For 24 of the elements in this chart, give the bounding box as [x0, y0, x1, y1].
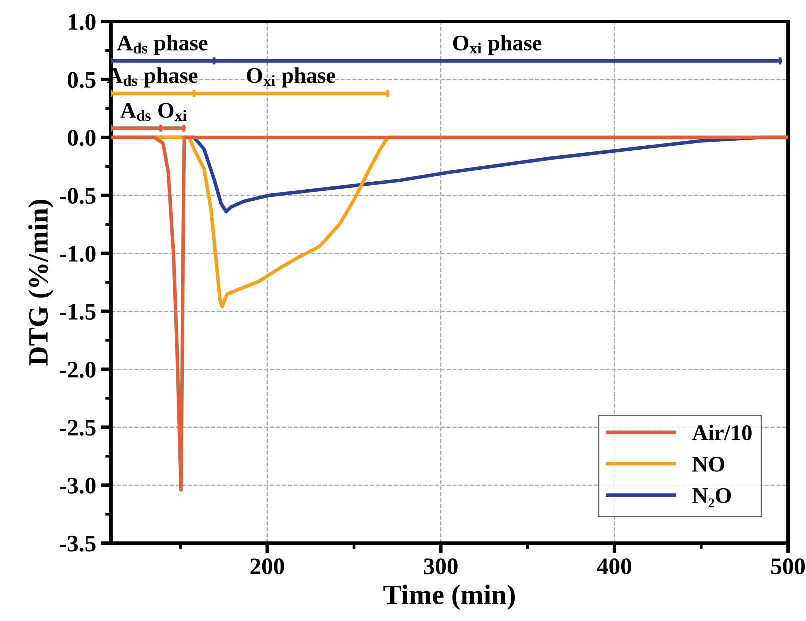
legend-label: N₂O [692, 488, 732, 508]
annotation: A$_{ds}$ [120, 103, 151, 122]
annotation: O$_{xi}$ [158, 103, 187, 121]
x-tick-label: 200 [250, 558, 284, 575]
y-tick-label: -0.5 [60, 188, 96, 204]
y-tick-label: 0.0 [68, 130, 96, 146]
legend-label: NO [692, 456, 724, 472]
annotation: A$_{ds}$ phase [117, 35, 208, 56]
x-axis-title: Time (min) [384, 584, 516, 610]
y-tick-label: -1.0 [60, 246, 96, 262]
y-tick-label: -1.5 [60, 304, 96, 320]
y-tick-label: -2.0 [60, 362, 96, 378]
x-tick-label: 500 [772, 558, 806, 575]
y-tick-label: -3.0 [60, 478, 96, 494]
annotation: O$_{xi}$ phase [453, 35, 542, 56]
annotation: O$_{xi}$ phase [247, 68, 336, 88]
y-tick-label: 1.0 [69, 14, 96, 30]
x-tick-label: 400 [597, 558, 632, 575]
y-axis-title: DTG (%/min) [28, 200, 54, 366]
legend-label: Air/10 [692, 424, 752, 441]
y-tick-label: 0.5 [68, 72, 96, 88]
y-tick-label: -2.5 [60, 420, 96, 436]
y-tick-label: -3.5 [60, 536, 96, 552]
x-tick-label: 300 [424, 558, 458, 575]
